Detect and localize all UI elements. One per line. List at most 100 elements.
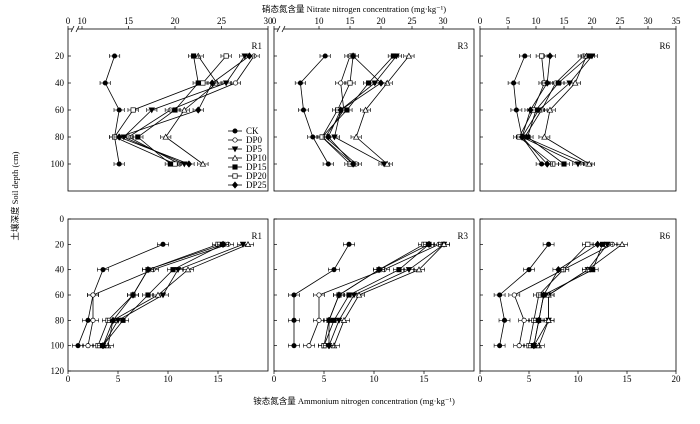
data-point-dp15 bbox=[555, 80, 561, 86]
legend-item-dp25: DP25 bbox=[228, 180, 267, 190]
data-point-dp0 bbox=[90, 292, 96, 298]
series-dp25 bbox=[516, 52, 556, 168]
data-point-dp25 bbox=[129, 291, 137, 299]
x-tick-label: 5 bbox=[322, 374, 327, 384]
data-point-dp10 bbox=[415, 266, 423, 273]
axis-break-gap bbox=[72, 26, 78, 32]
data-point-dp20 bbox=[172, 161, 178, 167]
x-tick-label: 25 bbox=[217, 16, 227, 26]
data-point-dp10 bbox=[340, 316, 348, 323]
panel-ammonium-r3: 0 5 10 15 R3 bbox=[272, 218, 475, 384]
data-point-ck bbox=[325, 161, 331, 167]
data-point-dp15 bbox=[561, 161, 567, 167]
legend-label: DP10 bbox=[246, 153, 267, 163]
data-point-dp0 bbox=[511, 292, 517, 298]
legend-marker-dp10 bbox=[231, 154, 239, 161]
series-dp25 bbox=[528, 240, 604, 350]
axis-break-mark bbox=[75, 25, 80, 33]
x-tick-label: 20 bbox=[672, 374, 682, 384]
series-dp25 bbox=[97, 240, 229, 350]
data-point-dp0 bbox=[90, 317, 96, 323]
data-point-dp10 bbox=[362, 106, 369, 113]
data-point-dp0 bbox=[521, 317, 527, 323]
data-point-dp10 bbox=[184, 266, 192, 273]
y-tick-label: 20 bbox=[55, 239, 65, 249]
legend-label: DP25 bbox=[246, 180, 267, 190]
data-point-ck bbox=[497, 292, 503, 298]
data-point-dp0 bbox=[516, 343, 522, 349]
x-tick-label: 0 bbox=[66, 374, 71, 384]
series-line-dp0 bbox=[513, 243, 613, 346]
data-point-ck bbox=[522, 53, 528, 59]
x-tick-label: 0 bbox=[272, 374, 277, 384]
data-point-dp15 bbox=[396, 267, 402, 273]
data-point-ck bbox=[501, 317, 508, 323]
data-point-dp25 bbox=[349, 52, 357, 60]
panel-label: R1 bbox=[251, 231, 262, 241]
data-point-dp25 bbox=[535, 316, 542, 324]
data-point-dp10 bbox=[546, 106, 554, 113]
x-tick-label: 25 bbox=[616, 16, 626, 26]
panel-ammonium-r6: 0 5 10 15 20 R6 bbox=[478, 218, 682, 384]
legend-marker-dp15 bbox=[232, 164, 238, 170]
data-point-dp15 bbox=[366, 80, 372, 86]
y-tick-label: 40 bbox=[55, 78, 65, 88]
x-tick-label: 15 bbox=[560, 16, 570, 26]
y-tick-label: 20 bbox=[55, 51, 65, 61]
data-point-dp20 bbox=[130, 107, 136, 113]
series-line-dp0 bbox=[308, 243, 440, 346]
data-point-dp5 bbox=[574, 161, 582, 168]
data-point-ck bbox=[116, 107, 122, 113]
legend-item-ck: CK bbox=[228, 126, 259, 136]
data-point-dp25 bbox=[544, 160, 551, 168]
data-point-ck bbox=[513, 107, 519, 113]
data-point-dp10 bbox=[244, 240, 252, 247]
data-point-dp25 bbox=[425, 240, 433, 248]
legend-label: DP15 bbox=[246, 162, 267, 172]
data-point-ck bbox=[497, 343, 503, 349]
panel-nitrate-r3: 0 10 15 20 25 30 R3 bbox=[272, 16, 475, 192]
legend-item-dp5: DP5 bbox=[228, 144, 263, 154]
data-point-ck bbox=[75, 343, 81, 349]
data-point-dp25 bbox=[99, 342, 107, 350]
x-tick-label: 30 bbox=[439, 16, 449, 26]
legend-marker-dp5 bbox=[231, 146, 239, 153]
data-point-dp20 bbox=[585, 241, 591, 247]
y-tick-label: 80 bbox=[55, 132, 65, 142]
data-point-dp10 bbox=[199, 160, 207, 167]
x-tick-label: 35 bbox=[672, 16, 682, 26]
legend-item-dp20: DP20 bbox=[228, 171, 267, 181]
series-dp25 bbox=[323, 240, 435, 350]
x-tick-label: 15 bbox=[124, 16, 134, 26]
data-point-dp10 bbox=[405, 52, 413, 59]
data-point-dp10 bbox=[352, 133, 360, 140]
legend-marker-dp0 bbox=[232, 137, 238, 143]
panel-label: R6 bbox=[659, 231, 670, 241]
y-tick-label: 0 bbox=[60, 214, 65, 224]
data-point-dp20 bbox=[539, 53, 545, 59]
y-axis-title: 土壤深度 Soil depth (cm) bbox=[10, 151, 20, 240]
x-tick-label: 30 bbox=[644, 16, 654, 26]
series-ck bbox=[99, 53, 125, 167]
x-tick-label: 0 bbox=[478, 374, 483, 384]
data-point-dp25 bbox=[335, 291, 343, 299]
data-point-dp25 bbox=[546, 52, 554, 60]
series-ck bbox=[493, 241, 555, 349]
panel-label: R1 bbox=[251, 41, 262, 51]
data-point-dp15 bbox=[172, 107, 178, 113]
x-tick-label: 20 bbox=[588, 16, 598, 26]
data-point-dp25 bbox=[337, 106, 344, 114]
data-point-dp10 bbox=[440, 240, 448, 247]
data-point-ck bbox=[346, 241, 352, 247]
series-dp25 bbox=[113, 52, 255, 168]
data-point-dp20 bbox=[347, 80, 353, 86]
data-point-ck bbox=[100, 267, 106, 273]
data-point-dp5 bbox=[222, 80, 230, 87]
data-point-dp25 bbox=[195, 106, 202, 114]
data-point-dp10 bbox=[383, 160, 391, 167]
data-point-ck bbox=[116, 161, 122, 167]
data-point-dp10 bbox=[355, 291, 363, 298]
legend-item-dp0: DP0 bbox=[228, 135, 263, 145]
